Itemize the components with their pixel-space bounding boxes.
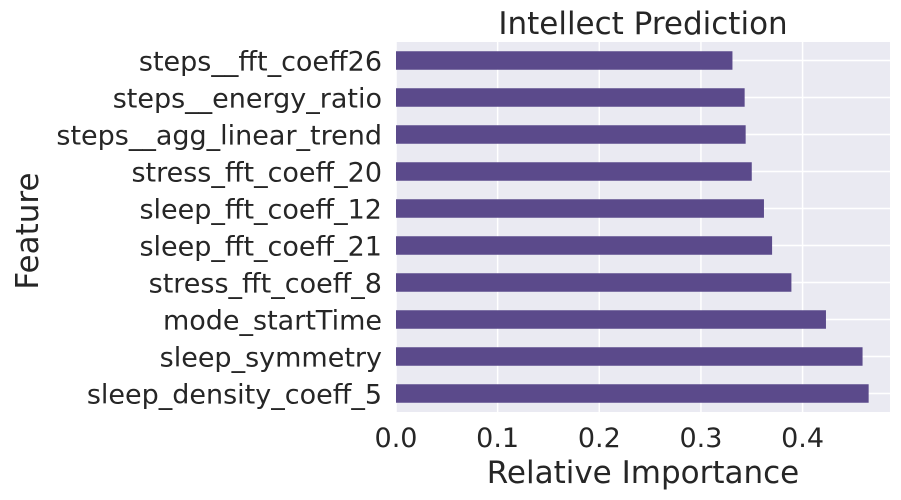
bar-sleep_fft_coeff_12 [396, 199, 764, 218]
y-tick-label: stress_fft_coeff_20 [131, 158, 382, 189]
y-tick-label: sleep_fft_coeff_12 [139, 195, 382, 226]
bar-steps__fft_coeff26 [396, 51, 733, 70]
bar-stress_fft_coeff_8 [396, 273, 792, 292]
x-tick-label: 0.2 [578, 423, 621, 454]
y-tick-label: steps__agg_linear_trend [56, 121, 382, 152]
bar-mode_startTime [396, 310, 826, 329]
y-tick-label: stress_fft_coeff_8 [149, 269, 382, 300]
bar-steps__agg_linear_trend [396, 125, 746, 144]
bar-sleep_fft_coeff_21 [396, 236, 773, 255]
x-tick-label: 0.0 [375, 423, 418, 454]
chart-title: Intellect Prediction [498, 6, 787, 42]
x-tick-labels: 0.0 0.1 0.2 0.3 0.4 [375, 423, 825, 454]
x-tick-label: 0.1 [476, 423, 519, 454]
bar-steps__energy_ratio [396, 88, 745, 107]
y-tick-labels: steps__fft_coeff26 steps__energy_ratioste… [56, 47, 382, 411]
bar-sleep_symmetry [396, 347, 863, 366]
y-tick-label: mode_startTime [163, 306, 382, 337]
x-tick-label: 0.4 [781, 423, 824, 454]
y-tick-label: sleep_fft_coeff_21 [139, 232, 382, 263]
y-tick-label: steps__fft_coeff26 [139, 47, 382, 78]
y-axis-label: Feature [10, 172, 46, 289]
y-tick-label: sleep_density_coeff_5 [87, 380, 382, 411]
x-axis-label: Relative Importance [487, 455, 800, 491]
bars [396, 51, 869, 403]
bar-stress_fft_coeff_20 [396, 162, 752, 181]
y-tick-label: steps__energy_ratio [113, 84, 382, 115]
bar-sleep_density_coeff_5 [396, 384, 869, 403]
y-tick-label: sleep_symmetry [160, 343, 382, 374]
x-tick-label: 0.3 [679, 423, 722, 454]
